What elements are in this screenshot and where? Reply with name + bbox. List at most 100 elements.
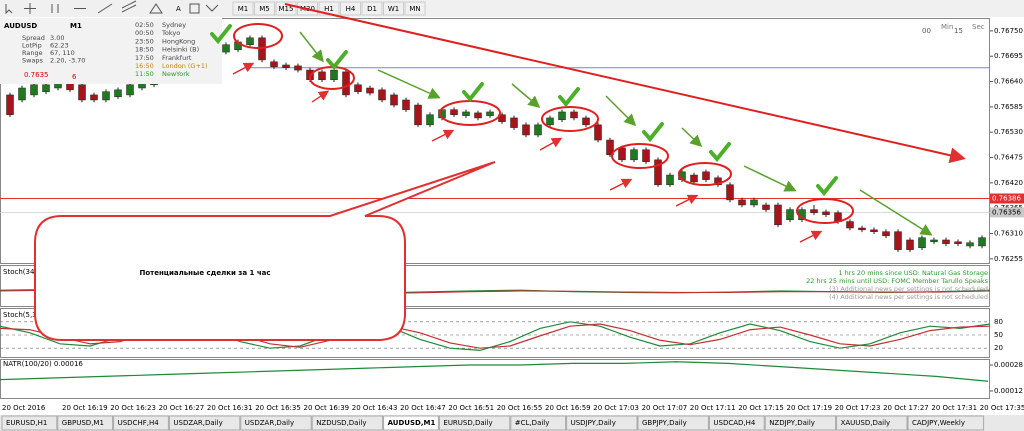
- tab-label[interactable]: AUDUSD,M1: [388, 419, 436, 427]
- tab-label[interactable]: #CL,Daily: [515, 419, 550, 427]
- tab-label[interactable]: NZDJPY,Daily: [769, 419, 815, 427]
- time-label: 20 Oct 16:39: [304, 404, 350, 412]
- candle-body: [546, 117, 554, 126]
- shapes-icon[interactable]: [149, 3, 163, 14]
- arrows-icon[interactable]: [205, 4, 219, 12]
- candle-body: [714, 177, 722, 185]
- tab-label[interactable]: USDCAD,H4: [713, 419, 756, 427]
- price-panel: [0, 18, 990, 264]
- tab-label[interactable]: XAUUSD,Daily: [841, 419, 891, 427]
- countdown-min: 00: [922, 27, 931, 35]
- tab-label[interactable]: GBPJPY,Daily: [642, 419, 687, 427]
- timeframe-button[interactable]: [361, 1, 383, 16]
- natr-line: [0, 361, 989, 382]
- tab-label[interactable]: USDZAR,Daily: [245, 419, 294, 427]
- tab-label[interactable]: GBPUSD,M1: [62, 419, 104, 427]
- tab[interactable]: [907, 415, 985, 431]
- entry-arrow: [232, 62, 255, 75]
- stat-name: LotPip: [22, 42, 42, 50]
- y-tick-label: 0.76640: [994, 78, 1023, 86]
- tab-label[interactable]: EURUSD,H1: [6, 419, 47, 427]
- y-tick-label: 0.76585: [994, 103, 1023, 111]
- time-label: 20 Oct 16:23: [110, 404, 156, 412]
- move-arrow: [859, 189, 933, 236]
- candle-body: [942, 239, 950, 244]
- candle-body: [402, 99, 410, 110]
- tab[interactable]: [1, 415, 58, 431]
- session-time: 16:50: [135, 62, 154, 70]
- candle-body: [414, 104, 422, 126]
- candle-body: [222, 44, 230, 53]
- level-label: 20: [994, 344, 1003, 352]
- timeframe-label[interactable]: D1: [367, 5, 377, 13]
- tab[interactable]: [57, 415, 114, 431]
- stat-name: Range: [22, 49, 43, 57]
- timeframe-button[interactable]: [383, 1, 404, 16]
- time-label: 20 Oct 16:59: [545, 404, 591, 412]
- natr-panel: [0, 359, 990, 399]
- tab[interactable]: [637, 415, 709, 431]
- tab-label[interactable]: NZDUSD,Daily: [316, 419, 366, 427]
- tab[interactable]: [113, 415, 169, 431]
- timeframe-button[interactable]: [340, 1, 361, 16]
- timeframe-button[interactable]: [232, 1, 254, 16]
- timeframe-label[interactable]: H4: [346, 5, 356, 13]
- tab[interactable]: [168, 415, 241, 431]
- tab-label[interactable]: EURUSD,Daily: [443, 419, 492, 427]
- time-label: 20 Oct 16:27: [159, 404, 205, 412]
- label-icon[interactable]: [189, 3, 200, 14]
- tab[interactable]: [240, 415, 312, 431]
- timeframe-label[interactable]: H1: [324, 5, 334, 13]
- candle-body: [522, 124, 530, 136]
- candle-body: [786, 209, 794, 220]
- tab-label[interactable]: CADJPY,Weekly: [912, 419, 965, 427]
- news-line: 1 hrs 20 mins since USD: Natural Gas Sto…: [838, 269, 988, 277]
- tab[interactable]: [383, 415, 439, 431]
- cursor-icon[interactable]: [5, 4, 13, 15]
- tab[interactable]: [438, 415, 511, 431]
- time-label: 20 Oct 16:43: [352, 404, 398, 412]
- tab-label[interactable]: USDCHF,H4: [118, 419, 160, 427]
- time-label: 20 Oct 17:35: [980, 404, 1024, 412]
- tab[interactable]: [311, 415, 384, 431]
- trend-arrow: [284, 3, 966, 164]
- tab[interactable]: [764, 415, 837, 431]
- tab-label[interactable]: USDZAR,Daily: [173, 419, 222, 427]
- timeframe-button[interactable]: [404, 1, 426, 16]
- tab[interactable]: [836, 415, 908, 431]
- tab[interactable]: [566, 415, 638, 431]
- session-time: 00:50: [135, 29, 154, 37]
- candle-body: [558, 111, 566, 121]
- crosshair-icon[interactable]: [24, 3, 36, 14]
- candle-body: [822, 211, 830, 215]
- session-time: 23:50: [135, 37, 154, 45]
- channel-icon[interactable]: [121, 0, 137, 13]
- price-level-label: 0.76386: [992, 195, 1021, 203]
- vline-icon[interactable]: [51, 4, 59, 13]
- timeframe-label[interactable]: M5: [259, 5, 270, 13]
- tab[interactable]: [510, 415, 567, 431]
- move-arrow: [605, 95, 637, 127]
- session-name: HongKong: [162, 37, 195, 45]
- bid-price-digit: 6: [72, 73, 77, 81]
- tab-label[interactable]: USDJPY,Daily: [571, 419, 616, 427]
- candle-body: [510, 117, 518, 128]
- timeframe-button[interactable]: [254, 1, 275, 16]
- entry-arrow: [311, 90, 330, 103]
- timeframe-label[interactable]: M15: [279, 5, 294, 13]
- news-line: 22 hrs 25 mins until USD: FOMC Member Ta…: [806, 277, 988, 285]
- trendline-icon[interactable]: [97, 3, 113, 14]
- timeframe-label[interactable]: MN: [409, 5, 420, 13]
- text-icon[interactable]: A: [176, 5, 181, 13]
- candle-body: [858, 227, 866, 231]
- highlight: [611, 143, 669, 169]
- candle-body: [690, 174, 698, 183]
- candle-body: [354, 84, 362, 92]
- timeframe-label[interactable]: M1: [238, 5, 249, 13]
- candle-body: [762, 204, 770, 210]
- tab[interactable]: [708, 415, 765, 431]
- timeframe-label[interactable]: W1: [388, 5, 399, 13]
- checkmark: [326, 50, 348, 71]
- time-label: 20 Oct 16:31: [207, 404, 253, 412]
